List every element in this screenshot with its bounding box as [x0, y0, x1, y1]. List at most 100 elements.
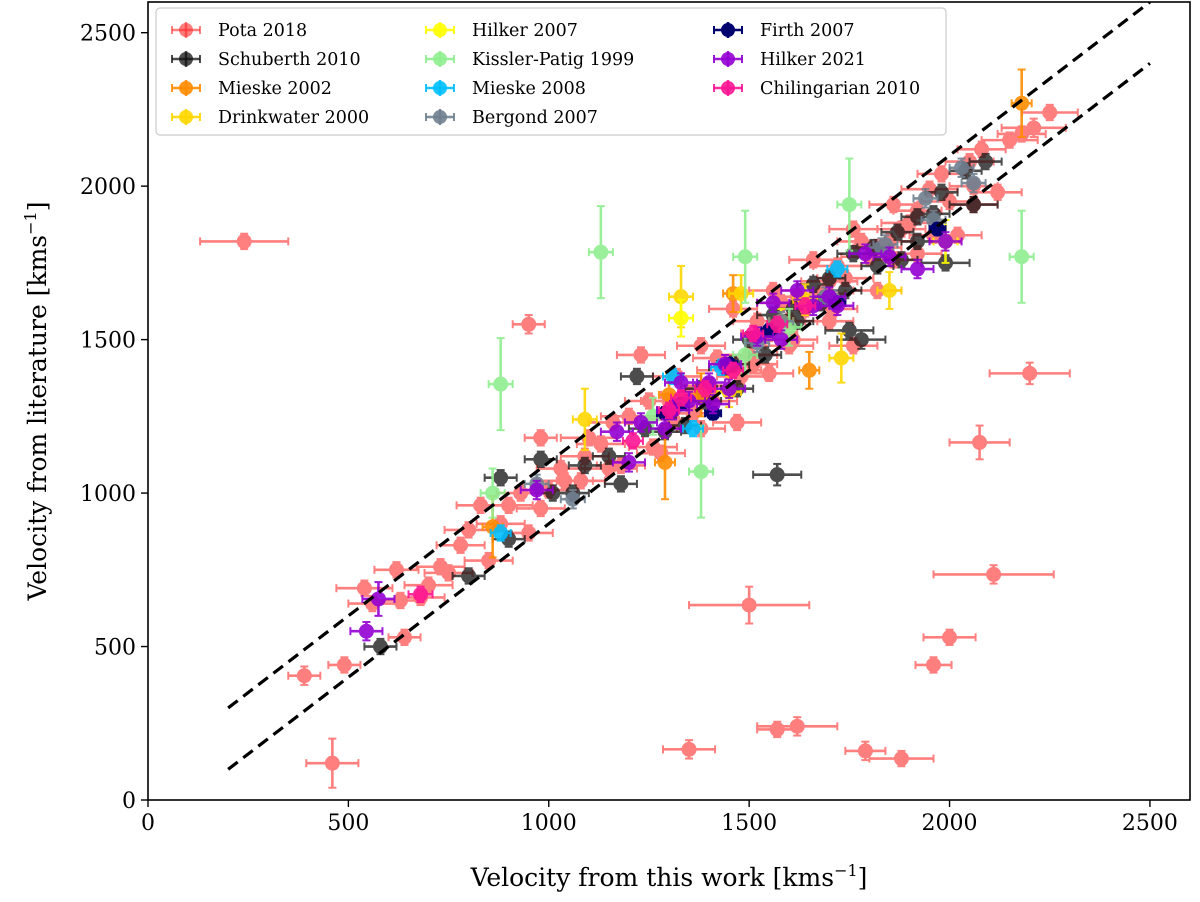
point-marker	[493, 525, 509, 541]
legend-entry: Hilker 2007	[425, 21, 578, 41]
data-point	[828, 332, 855, 384]
point-marker	[966, 175, 982, 191]
legend-box	[155, 7, 947, 136]
point-marker	[926, 657, 942, 673]
data-point	[670, 389, 693, 407]
x-tick-label: 2500	[1122, 811, 1178, 836]
data-point	[287, 665, 322, 686]
legend-marker	[433, 110, 447, 124]
data-point	[615, 346, 666, 364]
point-marker	[533, 430, 549, 446]
point-marker	[841, 322, 857, 338]
legend: Pota 2018 Schuberth 2010 Mieske 2002 Drinkw…	[155, 7, 947, 136]
data-point	[555, 472, 606, 490]
data-point	[868, 749, 935, 768]
legend-marker	[179, 81, 193, 95]
data-point	[535, 459, 586, 478]
legend-label: Kissler-Patig 1999	[472, 50, 634, 70]
point-marker	[388, 562, 404, 578]
data-point	[623, 412, 658, 433]
data-point	[914, 656, 953, 674]
legend-marker	[179, 52, 193, 66]
legend-label: Hilker 2021	[760, 50, 866, 70]
point-marker	[725, 362, 741, 378]
point-marker	[629, 368, 645, 384]
point-marker	[773, 332, 789, 348]
point-marker	[893, 751, 909, 767]
data-point	[451, 567, 486, 585]
data-point	[688, 585, 811, 625]
data-point	[876, 271, 903, 310]
legend-entry: Schuberth 2010	[171, 50, 361, 70]
data-point	[766, 315, 789, 333]
data-point	[798, 350, 821, 390]
data-point	[1010, 68, 1033, 139]
data-point	[663, 372, 699, 393]
point-marker	[829, 298, 845, 314]
legend-entry: Bergond 2007	[425, 108, 598, 128]
point-marker	[577, 411, 593, 427]
data-point	[722, 361, 745, 379]
data-point	[199, 232, 290, 251]
data-point	[657, 401, 681, 419]
point-marker	[841, 197, 857, 213]
x-tick-label: 0	[141, 811, 155, 836]
legend-label: Mieske 2008	[472, 79, 586, 99]
data-point	[349, 620, 384, 642]
point-marker	[396, 629, 412, 645]
point-marker	[797, 298, 813, 314]
data-point	[712, 413, 763, 432]
point-marker	[593, 436, 609, 452]
point-marker	[805, 276, 821, 292]
point-marker	[553, 461, 569, 477]
data-point	[407, 585, 434, 604]
data-point	[619, 367, 654, 386]
data-point	[794, 297, 817, 315]
data-point	[732, 209, 759, 304]
point-marker	[761, 365, 777, 381]
x-tick-label: 1000	[521, 811, 577, 836]
reference-lines	[227, 2, 1151, 771]
point-marker	[370, 591, 386, 607]
point-marker	[661, 402, 677, 418]
point-marker	[529, 482, 545, 498]
data-point	[661, 739, 717, 760]
data-layer	[199, 68, 1079, 789]
legend-label: Firth 2007	[760, 21, 855, 41]
data-point	[826, 260, 849, 278]
point-marker	[657, 454, 673, 470]
data-point	[712, 378, 747, 399]
point-marker	[356, 580, 372, 596]
y-tick-label: 1000	[80, 482, 136, 507]
data-point	[742, 324, 765, 343]
point-marker	[697, 381, 713, 397]
x-axis-label: Velocity from this work [kms−1]	[470, 861, 868, 892]
point-marker	[769, 467, 785, 483]
point-marker	[485, 485, 501, 501]
point-marker	[737, 249, 753, 265]
point-marker	[236, 233, 252, 249]
reference-line-upper-bound	[227, 2, 1151, 710]
point-marker	[1014, 249, 1030, 265]
legend-label: Bergond 2007	[472, 108, 598, 128]
point-marker	[757, 347, 773, 363]
point-marker	[857, 246, 873, 262]
data-point	[668, 298, 695, 338]
point-marker	[533, 451, 549, 467]
point-marker	[917, 190, 933, 206]
legend-entry: Mieske 2008	[425, 79, 586, 99]
point-marker	[625, 433, 641, 449]
data-point	[836, 157, 863, 252]
data-point	[511, 314, 546, 335]
legend-label: Drinkwater 2000	[218, 108, 369, 128]
data-point	[980, 131, 1039, 149]
legend-label: Pota 2018	[218, 21, 307, 41]
point-marker	[673, 375, 689, 391]
data-point	[960, 172, 987, 194]
legend-label: Hilker 2007	[472, 21, 578, 41]
point-marker	[801, 362, 817, 378]
legend-marker	[433, 23, 447, 37]
legend-label: Mieske 2002	[218, 79, 332, 99]
point-marker	[1026, 120, 1042, 136]
data-point	[591, 447, 626, 465]
